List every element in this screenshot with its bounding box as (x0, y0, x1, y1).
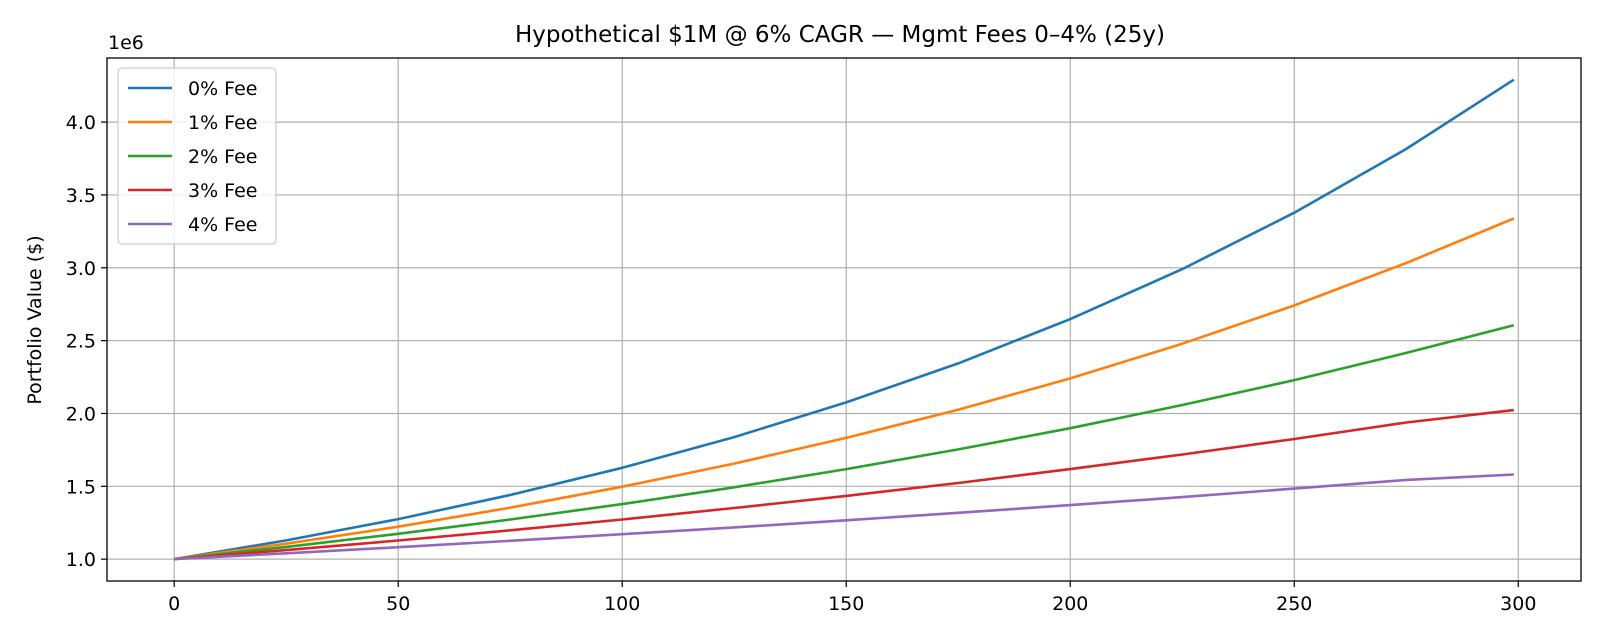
x-tick-label: 250 (1276, 593, 1312, 615)
x-tick-label: 50 (386, 593, 410, 615)
plot-frame (106, 57, 1582, 582)
legend-label: 3% Fee (188, 180, 257, 202)
series-group (173, 78, 1515, 561)
y-axis-offset-text: 1e6 (108, 32, 144, 54)
legend-frame (117, 67, 277, 245)
x-tick-label: 100 (604, 593, 640, 615)
grid-lines (107, 58, 1581, 581)
legend-label: 2% Fee (188, 146, 257, 168)
y-tick-label: 1.5 (66, 476, 96, 498)
y-tick-label: 2.5 (66, 331, 96, 353)
legend-label: 4% Fee (188, 214, 257, 236)
y-tick-label: 4.0 (66, 112, 96, 134)
y-tick-label: 1.0 (66, 549, 96, 571)
legend: 0% Fee 1% Fee 2% Fee 3% Fee 4% Fee (117, 67, 277, 245)
x-tick-label: 200 (1052, 593, 1088, 615)
series-line-4 (174, 473, 1514, 561)
x-axis: 0 50 100 150 200 250 300 (168, 581, 1536, 615)
y-tick-label: 3.5 (66, 185, 96, 207)
legend-label: 1% Fee (188, 112, 257, 134)
y-tick-label: 2.0 (66, 403, 96, 425)
y-tick-label: 3.0 (66, 258, 96, 280)
legend-label: 0% Fee (188, 78, 257, 100)
series-line-2 (174, 323, 1515, 561)
chart-title: Hypothetical $1M @ 6% CAGR — Mgmt Fees 0… (515, 22, 1165, 48)
y-axis: 1.0 1.5 2.0 2.5 3.0 3.5 4.0 (66, 112, 107, 571)
series-line-3 (174, 408, 1514, 561)
x-tick-label: 150 (828, 593, 864, 615)
x-tick-label: 300 (1500, 593, 1536, 615)
series-line-0 (173, 78, 1515, 561)
y-axis-label: Portfolio Value ($) (24, 235, 46, 404)
x-tick-label: 0 (168, 593, 180, 615)
series-line-1 (174, 217, 1515, 561)
